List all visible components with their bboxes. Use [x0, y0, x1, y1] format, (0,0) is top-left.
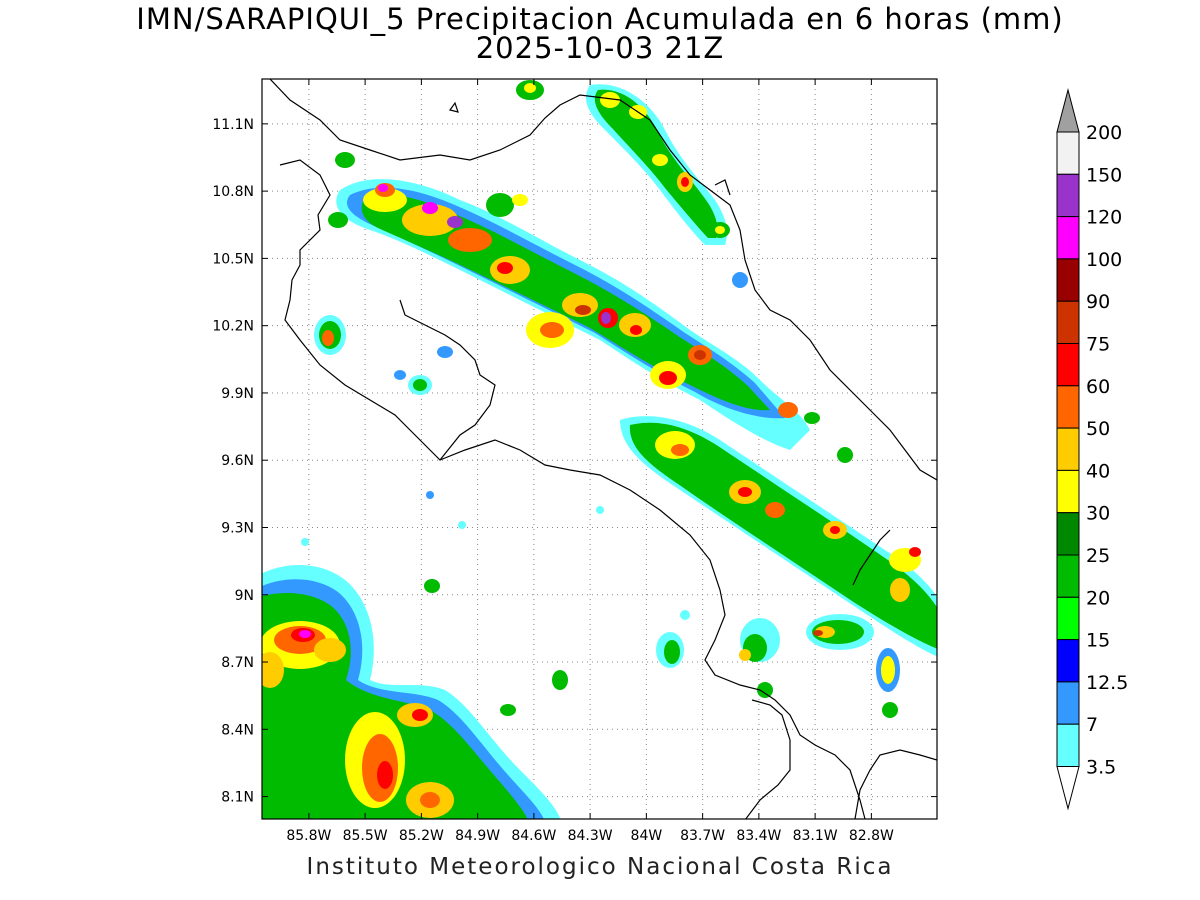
colorbar-swatch [1056, 681, 1080, 725]
colorbar-swatch [1056, 216, 1080, 260]
map-subtitle-datetime: 2025-10-03 21Z [475, 31, 725, 65]
colorbar-level-label: 200 [1086, 122, 1122, 144]
colorbar-swatch [1056, 554, 1080, 598]
precip-band-caribbean-north [516, 80, 727, 245]
axis-ticks: 11.1N 10.8N 10.5N 10.2N 9.9N 9.6N 9.3N 9N 8.7N 8.… [212, 79, 937, 844]
colorbar-swatch [1056, 512, 1080, 556]
lon-tick-label: 84.3W [568, 828, 613, 844]
lon-tick-label: 82.8W [849, 828, 894, 844]
precip-field [262, 80, 937, 819]
precip-band-north-central [336, 179, 810, 450]
precip-band-talamanca [620, 402, 937, 657]
colorbar-level-label: 25 [1086, 545, 1110, 567]
lon-tick-label: 85.5W [343, 828, 388, 844]
colorbar-level-label: 75 [1086, 334, 1110, 356]
colorbar-swatch [1056, 385, 1080, 429]
precip-scattered-cells [301, 152, 900, 718]
colorbar-swatch [1056, 173, 1080, 218]
colorbar-level-label: 120 [1086, 207, 1122, 229]
colorbar-swatch [1056, 131, 1080, 175]
map-frame [261, 78, 938, 820]
lat-tick-label: 10.2N [212, 319, 254, 335]
colorbar-swatch [1056, 300, 1080, 345]
lat-tick-label: 10.8N [212, 184, 254, 200]
lon-tick-label: 84.6W [511, 828, 556, 844]
colorbar-swatch [1056, 343, 1080, 387]
lon-tick-label: 83.4W [736, 828, 781, 844]
lat-tick-label: 9.9N [221, 386, 254, 402]
colorbar-level-label: 12.5 [1086, 672, 1128, 694]
lon-tick-label: 84.9W [455, 828, 500, 844]
colorbar-level-label: 15 [1086, 630, 1110, 652]
colorbar-labels: 200 150 120 100 90 75 60 50 40 30 25 20 15 12.5 7 3.5 [1086, 122, 1128, 779]
colorbar-swatch [1056, 258, 1080, 302]
lat-tick-label: 8.7N [221, 655, 254, 671]
lat-tick-label: 8.4N [221, 722, 254, 738]
lat-tick-label: 11.1N [212, 117, 254, 133]
colorbar-level-label: 20 [1086, 587, 1110, 609]
lon-tick-label: 84W [631, 828, 663, 844]
lat-tick-label: 8.1N [221, 790, 254, 806]
colorbar-swatch-over [1056, 88, 1080, 133]
lon-tick-label: 83.7W [680, 828, 725, 844]
colorbar-level-label: 150 [1086, 164, 1122, 186]
colorbar-swatch [1056, 469, 1080, 514]
lon-tick-label: 85.8W [286, 828, 331, 844]
map-title: IMN/SARAPIQUI_5 Precipitacion Acumulada … [136, 2, 1064, 36]
institution-credit: Instituto Meteorologico Nacional Costa R… [306, 854, 894, 880]
lat-tick-label: 10.5N [212, 251, 254, 267]
colorbar-level-label: 50 [1086, 418, 1110, 440]
coastlines-borders [269, 79, 937, 819]
colorbar-swatch [1056, 639, 1080, 683]
colorbar-level-label: 90 [1086, 291, 1110, 313]
lat-tick-label: 9.6N [221, 453, 254, 469]
colorbar-level-label: 7 [1086, 714, 1098, 736]
precip-band-pacific-southwest [262, 565, 561, 819]
lon-tick-label: 85.2W [399, 828, 444, 844]
lon-tick-label: 83.1W [793, 828, 838, 844]
colorbar-swatch-under [1056, 766, 1080, 811]
colorbar-level-label: 3.5 [1086, 757, 1116, 779]
lat-tick-label: 9.3N [221, 520, 254, 536]
colorbar-level-label: 40 [1086, 460, 1110, 482]
colorbar-swatches [1056, 88, 1080, 811]
lat-tick-label: 9N [235, 588, 254, 604]
colorbar-level-label: 60 [1086, 376, 1110, 398]
colorbar-swatch [1056, 723, 1080, 768]
colorbar-level-label: 30 [1086, 503, 1110, 525]
colorbar-swatch [1056, 596, 1080, 641]
colorbar-level-label: 100 [1086, 249, 1122, 271]
colorbar-swatch [1056, 427, 1080, 471]
